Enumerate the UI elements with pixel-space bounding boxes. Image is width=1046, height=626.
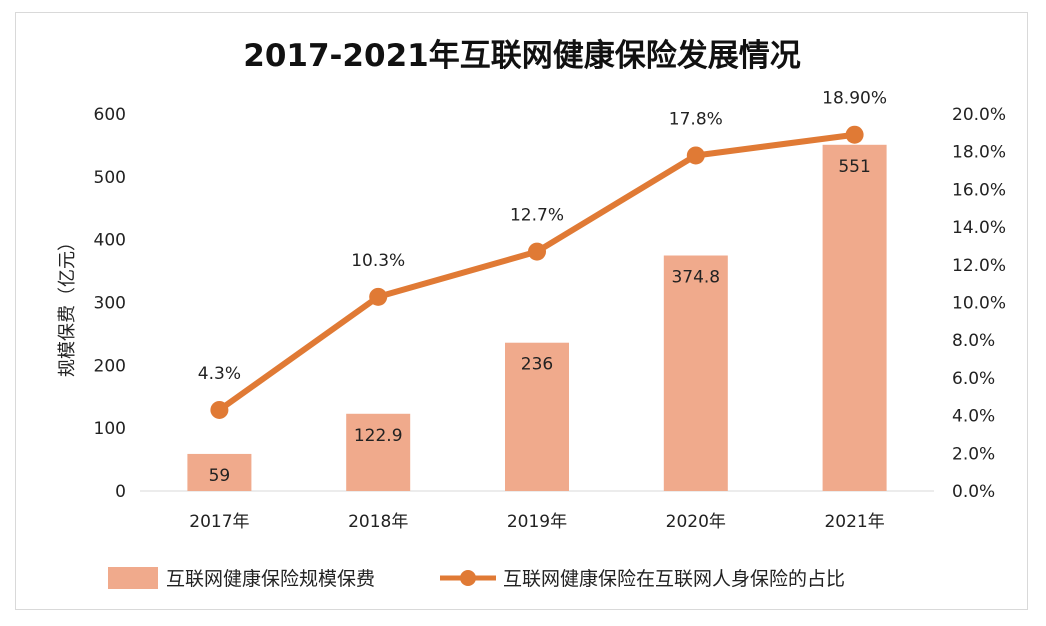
legend: 互联网健康保险规模保费 互联网健康保险在互联网人身保险的占比 bbox=[108, 567, 845, 590]
bar bbox=[505, 342, 569, 491]
line-data-label: 4.3% bbox=[198, 364, 241, 384]
line-data-label: 10.3% bbox=[351, 251, 405, 271]
y-tick-label: 100 bbox=[94, 419, 126, 439]
bar-series: 59 122.9 236 374.8 551 bbox=[187, 144, 887, 491]
line-point bbox=[210, 400, 229, 419]
y2-tick-label: 6.0% bbox=[952, 369, 995, 389]
legend-bar-swatch bbox=[108, 567, 158, 589]
y-tick-label: 0 bbox=[115, 482, 126, 502]
legend-line-label: 互联网健康保险在互联网人身保险的占比 bbox=[503, 568, 845, 590]
y-tick-label: 200 bbox=[94, 356, 126, 376]
line-point bbox=[845, 125, 864, 144]
right-axis-ticks: 0.0% 2.0% 4.0% 6.0% 8.0% 10.0% 12.0% 14.0% 16.0%… bbox=[952, 105, 1006, 502]
y-tick-label: 400 bbox=[94, 231, 126, 251]
y-tick-label: 600 bbox=[94, 105, 126, 125]
line-point bbox=[686, 146, 705, 165]
x-axis-ticks: 2017年 2018年 2019年 2020年 2021年 bbox=[189, 512, 884, 532]
bar-data-label: 236 bbox=[521, 355, 553, 375]
x-tick-label: 2019年 bbox=[507, 512, 567, 532]
y2-tick-label: 4.0% bbox=[952, 407, 995, 427]
legend-line-marker bbox=[460, 570, 476, 586]
y-tick-label: 500 bbox=[94, 168, 126, 188]
line-data-label: 18.90% bbox=[822, 89, 887, 109]
x-tick-label: 2021年 bbox=[824, 512, 884, 532]
x-tick-label: 2017年 bbox=[189, 512, 249, 532]
bar bbox=[663, 255, 728, 491]
y2-tick-label: 16.0% bbox=[952, 180, 1006, 200]
x-tick-label: 2020年 bbox=[666, 512, 726, 532]
y2-tick-label: 0.0% bbox=[952, 482, 995, 502]
y2-tick-label: 14.0% bbox=[952, 218, 1006, 238]
y2-tick-label: 12.0% bbox=[952, 256, 1006, 276]
line-series: 4.3% 10.3% 12.7% 17.8% 18.90% bbox=[198, 89, 887, 419]
x-tick-label: 2018年 bbox=[348, 512, 408, 532]
y-tick-label: 300 bbox=[94, 294, 126, 314]
bar bbox=[822, 144, 887, 491]
y2-tick-label: 18.0% bbox=[952, 143, 1006, 163]
bar-data-label: 551 bbox=[838, 157, 870, 177]
legend-bar-label: 互联网健康保险规模保费 bbox=[166, 568, 375, 590]
line-data-label: 12.7% bbox=[510, 206, 564, 226]
line-point bbox=[369, 287, 388, 306]
y2-tick-label: 20.0% bbox=[952, 105, 1006, 125]
bar-data-label: 122.9 bbox=[354, 426, 403, 446]
y2-tick-label: 8.0% bbox=[952, 331, 995, 351]
y-axis-label: 规模保费（亿元） bbox=[57, 233, 78, 377]
bar bbox=[346, 413, 411, 491]
y2-tick-label: 10.0% bbox=[952, 294, 1006, 314]
y2-tick-label: 2.0% bbox=[952, 444, 995, 464]
bar-data-label: 374.8 bbox=[671, 268, 720, 288]
bar bbox=[187, 453, 252, 491]
line-point bbox=[528, 242, 546, 261]
chart-title: 2017-2021年互联网健康保险发展情况 bbox=[243, 38, 800, 74]
bar-data-label: 59 bbox=[209, 466, 231, 486]
left-axis-ticks: 0 100 200 300 400 500 600 bbox=[94, 105, 126, 502]
line-data-label: 17.8% bbox=[669, 109, 723, 129]
